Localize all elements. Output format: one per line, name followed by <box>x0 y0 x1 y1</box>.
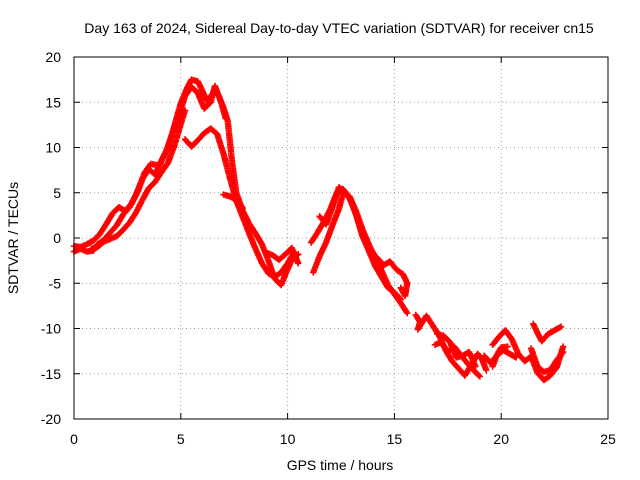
y-tick-label: 5 <box>53 185 61 201</box>
data-point <box>239 204 246 212</box>
data-point <box>559 348 567 356</box>
series-track-9 <box>316 184 411 300</box>
y-tick-label: -10 <box>41 321 61 337</box>
y-axis-label: SDTVAR / TECUs <box>5 182 21 294</box>
data-point <box>475 372 482 379</box>
series-track-12 <box>433 330 479 370</box>
y-tick-label: 10 <box>45 140 61 156</box>
axis-ticks <box>73 56 609 420</box>
data-point <box>557 323 565 330</box>
y-tick-labels: -20 -15 -10 -5 0 5 10 15 20 <box>41 49 61 427</box>
x-tick-label: 5 <box>177 431 185 447</box>
series-track-3 <box>87 107 189 253</box>
data-point <box>397 296 405 303</box>
data-point <box>396 295 403 302</box>
data-point <box>512 354 520 361</box>
y-tick-label: 20 <box>45 49 61 65</box>
x-axis-label: GPS time / hours <box>287 457 394 473</box>
y-tick-label: -15 <box>41 366 61 382</box>
data-point <box>559 343 567 350</box>
grid-lines <box>74 57 608 419</box>
chart-title: Day 163 of 2024, Sidereal Day-to-day VTE… <box>84 20 594 36</box>
data-markers <box>70 76 567 384</box>
data-point <box>504 343 511 350</box>
y-tick-label: 15 <box>45 94 61 110</box>
x-tick-label: 15 <box>387 431 403 447</box>
series-track-17 <box>489 343 511 370</box>
series-track-16 <box>530 320 565 345</box>
data-point <box>404 309 411 317</box>
x-tick-label: 0 <box>70 431 78 447</box>
y-tick-label: 0 <box>53 230 61 246</box>
series-track-2 <box>70 82 229 251</box>
x-tick-label: 10 <box>280 431 296 447</box>
series-track-5 <box>220 191 246 212</box>
y-tick-label: -20 <box>41 411 61 427</box>
x-tick-labels: 0 5 10 15 20 25 <box>70 431 616 447</box>
data-point <box>476 373 484 380</box>
data-point <box>222 115 229 122</box>
series-track-6 <box>263 244 302 267</box>
data-point <box>483 366 490 374</box>
series-track-7 <box>310 189 411 317</box>
x-tick-label: 25 <box>600 431 616 447</box>
data-point <box>472 363 479 370</box>
x-tick-label: 20 <box>493 431 509 447</box>
y-tick-label: -5 <box>49 275 62 291</box>
series-track-1 <box>70 76 302 289</box>
data-point <box>295 260 302 267</box>
series-track-15 <box>527 345 567 376</box>
data-point <box>181 107 189 114</box>
data-point <box>397 284 405 291</box>
